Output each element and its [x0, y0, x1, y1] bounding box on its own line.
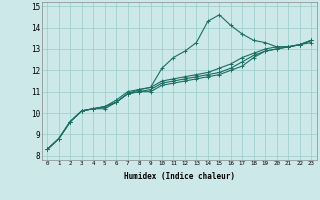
- X-axis label: Humidex (Indice chaleur): Humidex (Indice chaleur): [124, 172, 235, 181]
